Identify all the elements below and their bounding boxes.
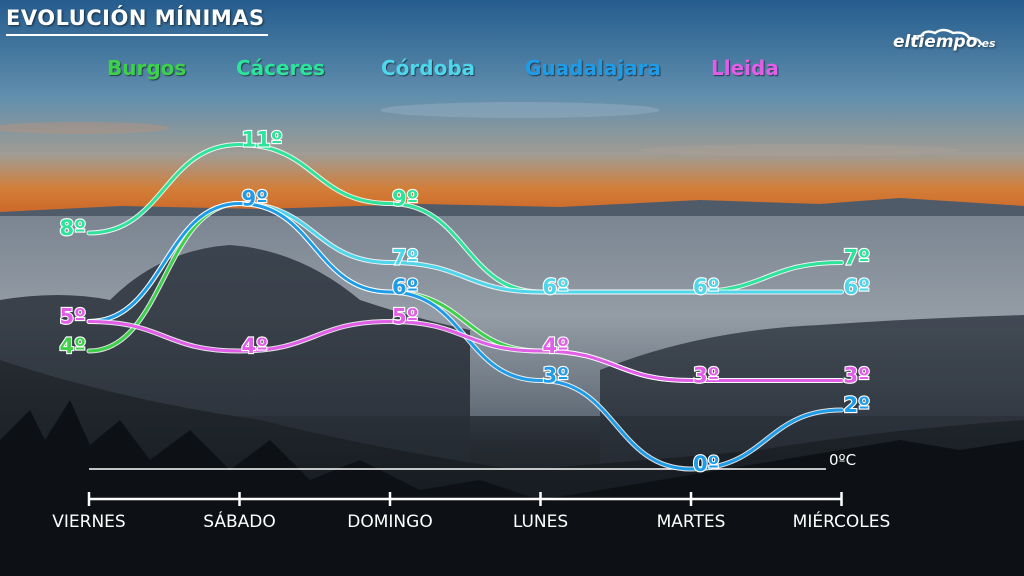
data-label: 2º — [844, 393, 870, 417]
data-label: 9º — [242, 187, 268, 211]
title-underline — [6, 34, 268, 36]
x-tick-label: MIÉRCOLES — [793, 510, 891, 532]
data-label: 4º — [60, 334, 86, 358]
data-label: 5º — [392, 305, 418, 329]
data-label: 8º — [60, 216, 86, 240]
data-label: 11º — [242, 128, 283, 152]
data-label: 7º — [844, 246, 870, 270]
legend-item: Córdoba — [381, 56, 476, 80]
legend-item: Burgos — [107, 56, 187, 80]
data-label: 3º — [693, 364, 719, 388]
data-label: 0º — [693, 452, 719, 476]
zero-baseline-label: 0ºC — [829, 451, 856, 469]
series-line — [87, 201, 843, 471]
x-tick-label: MARTES — [657, 512, 726, 532]
series-line-outline — [86, 318, 844, 384]
data-label: 9º — [392, 187, 418, 211]
data-label: 4º — [242, 334, 268, 358]
legend-item: Lleida — [711, 56, 779, 80]
legend-item: Cáceres — [236, 56, 325, 80]
data-label: 6º — [543, 275, 569, 299]
series-line — [87, 319, 843, 383]
logo-name: eltiempo — [893, 32, 978, 52]
data-label: 6º — [693, 275, 719, 299]
data-label: 3º — [543, 364, 569, 388]
data-label: 6º — [844, 275, 870, 299]
data-label: 5º — [60, 305, 86, 329]
data-label: 7º — [392, 246, 418, 270]
x-tick-label: LUNES — [513, 512, 568, 532]
data-label: 3º — [844, 364, 870, 388]
x-tick-label: DOMINGO — [347, 512, 432, 532]
brand-logo: eltiempo.es — [893, 28, 1005, 62]
legend-item: Guadalajara — [525, 56, 662, 80]
data-label: 4º — [543, 334, 569, 358]
logo-wordmark: eltiempo.es — [893, 32, 996, 52]
chart-title: EVOLUCIÓN MÍNIMAS — [6, 6, 265, 30]
cloud-icon — [911, 28, 983, 46]
logo-suffix: .es — [977, 37, 996, 50]
x-tick-label: VIERNES — [52, 512, 125, 532]
legend: Burgos Cáceres Córdoba Guadalajara Lleida — [0, 56, 1024, 82]
data-label: 6º — [392, 275, 418, 299]
x-tick-label: SÁBADO — [203, 510, 276, 532]
